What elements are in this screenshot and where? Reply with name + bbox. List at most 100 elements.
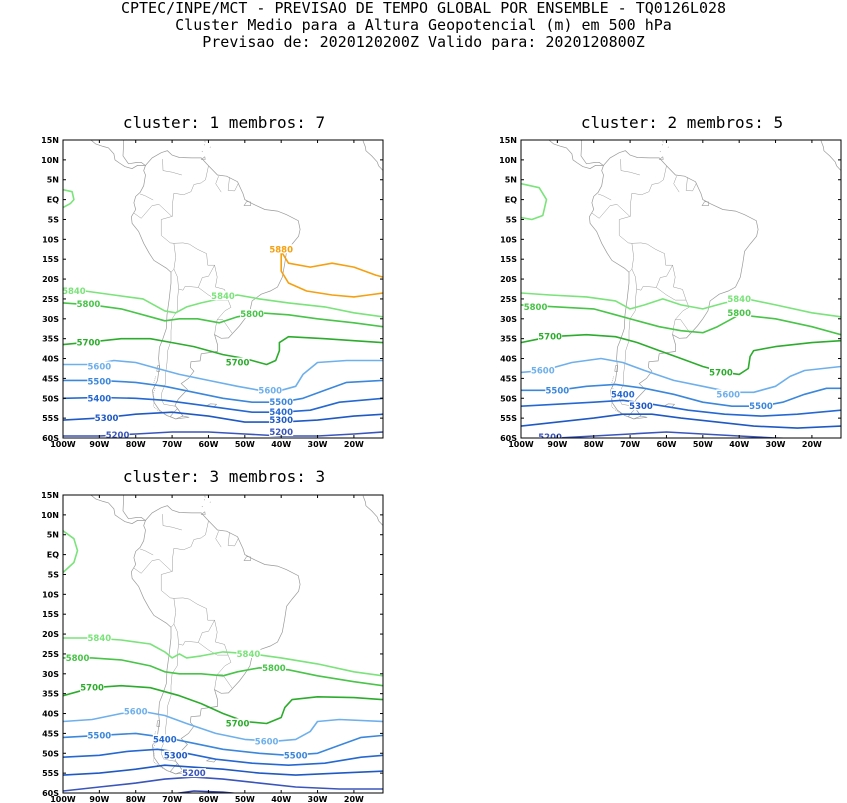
x-tick-label: 100W: [508, 440, 534, 449]
contour-5500: [63, 379, 383, 403]
contour-label-5200: 5200: [538, 433, 562, 443]
contour-label-5700: 5700: [538, 333, 562, 343]
y-tick-label: 25S: [42, 295, 59, 304]
map-panel-cluster-2: 5840 5800 5800 5700 5700 5600 5600 5500 5500 5400…: [499, 136, 842, 449]
island-outline: [243, 556, 251, 561]
x-tick-label: 90W: [89, 795, 109, 803]
contour-5840: [63, 637, 383, 677]
country-border: [620, 159, 640, 176]
x-tick-label: 60W: [198, 795, 218, 803]
y-tick-label: 30S: [42, 315, 59, 324]
x-tick-label: 70W: [162, 440, 182, 449]
contour-label-bg: [709, 367, 733, 377]
x-tick-label: 60W: [198, 440, 218, 449]
y-tick-label: 40S: [42, 710, 59, 719]
contour-label-5400: 5400: [88, 394, 112, 404]
contour-label-bg: [87, 361, 112, 371]
coastline-chile-islands: [152, 376, 169, 417]
island-outline: [201, 505, 203, 508]
coastline-south-america: [131, 150, 301, 420]
coastline-south-america: [589, 150, 759, 420]
contour-label-5600: 5600: [88, 362, 112, 372]
y-tick-label: 55S: [42, 769, 59, 778]
contour-label-5840: 5840: [237, 650, 261, 660]
island-outline: [203, 490, 204, 491]
contour-label-bg: [236, 648, 261, 658]
contour-label-5700: 5700: [709, 368, 733, 378]
country-border: [133, 204, 172, 219]
contour-label-5800: 5800: [240, 310, 264, 320]
y-tick-label: 55S: [42, 414, 59, 423]
contour-5400: [63, 748, 383, 766]
contour-label-bg: [269, 427, 294, 437]
contour-5800: [63, 657, 383, 687]
x-tick-label: 100W: [50, 795, 76, 803]
country-border: [663, 165, 667, 180]
island-outline: [209, 146, 211, 148]
y-tick-label: 20S: [42, 275, 59, 284]
country-border: [160, 643, 179, 762]
plot-frame: [520, 139, 842, 439]
island-outline: [203, 144, 206, 146]
island-outline: [156, 720, 161, 727]
island-outline: [661, 144, 664, 146]
contour-label-bg: [65, 652, 90, 662]
y-tick-label: 25S: [500, 295, 517, 304]
header-line-1: CPTEC/INPE/MCT - PREVISAO DE TEMPO GLOBA…: [120, 0, 727, 17]
y-tick-label: 10N: [41, 511, 59, 520]
contour-5700: [521, 333, 841, 376]
country-border: [215, 176, 222, 193]
contour-label-5200: 5200: [269, 428, 293, 438]
y-tick-label: EQ: [47, 196, 59, 205]
country-border: [228, 182, 239, 192]
island-outline: [659, 150, 661, 153]
contour-5840: [521, 182, 548, 221]
contour-label-bg: [80, 682, 105, 692]
coastline-africa: [362, 495, 383, 531]
y-tick-label: 45S: [42, 374, 59, 383]
contour-5840: [63, 530, 79, 574]
contour-label-5400: 5400: [153, 735, 177, 745]
y-tick-label: 60S: [42, 789, 59, 798]
contour-label-5300: 5300: [629, 402, 653, 412]
contour-label-bg: [254, 736, 279, 746]
contour-label-bg: [727, 307, 752, 317]
x-tick-label: 40W: [271, 795, 291, 803]
contour-label-bg: [258, 385, 283, 395]
contour-label-bg: [538, 331, 563, 341]
contour-label-5600: 5600: [258, 386, 282, 396]
y-tick-label: 15N: [41, 136, 59, 145]
y-tick-label: 10S: [500, 235, 517, 244]
contour-label-5500: 5500: [88, 731, 112, 741]
contour-label-bg: [240, 309, 265, 319]
contour-label-bg: [152, 734, 177, 744]
contour-label-bg: [727, 293, 752, 303]
contour-label-bg: [163, 750, 188, 760]
contour-label-bg: [283, 750, 308, 760]
contour-label-5300: 5300: [269, 416, 293, 426]
y-tick-label: 35S: [500, 335, 517, 344]
country-border: [162, 159, 182, 176]
coastline-central-america: [90, 495, 147, 524]
panel-title-cluster-2: cluster: 2 membros: 5: [580, 113, 784, 132]
contour-label-bg: [87, 633, 112, 643]
y-tick-label: 10N: [41, 156, 59, 165]
contour-label-bg: [181, 768, 206, 778]
contour-label-5700: 5700: [226, 359, 250, 369]
panel-title-cluster-1: cluster: 1 membros: 7: [122, 113, 326, 132]
coastline-central-america: [548, 140, 605, 169]
island-outline: [209, 501, 211, 503]
contour-label-5880: 5880: [269, 245, 293, 255]
contour-label-5500: 5500: [269, 398, 293, 408]
y-tick-label: 60S: [500, 434, 517, 443]
y-tick-label: 5N: [47, 531, 59, 540]
contour-label-5500: 5500: [284, 751, 308, 761]
contour-label-bg: [94, 413, 119, 423]
contour-5400: [63, 396, 383, 413]
contour-label-bg: [530, 365, 555, 375]
y-tick-label: 40S: [42, 355, 59, 364]
coastline-africa: [820, 140, 841, 176]
y-tick-label: 15S: [42, 255, 59, 264]
contour-label-5500: 5500: [88, 378, 112, 388]
island-outline: [169, 408, 190, 420]
